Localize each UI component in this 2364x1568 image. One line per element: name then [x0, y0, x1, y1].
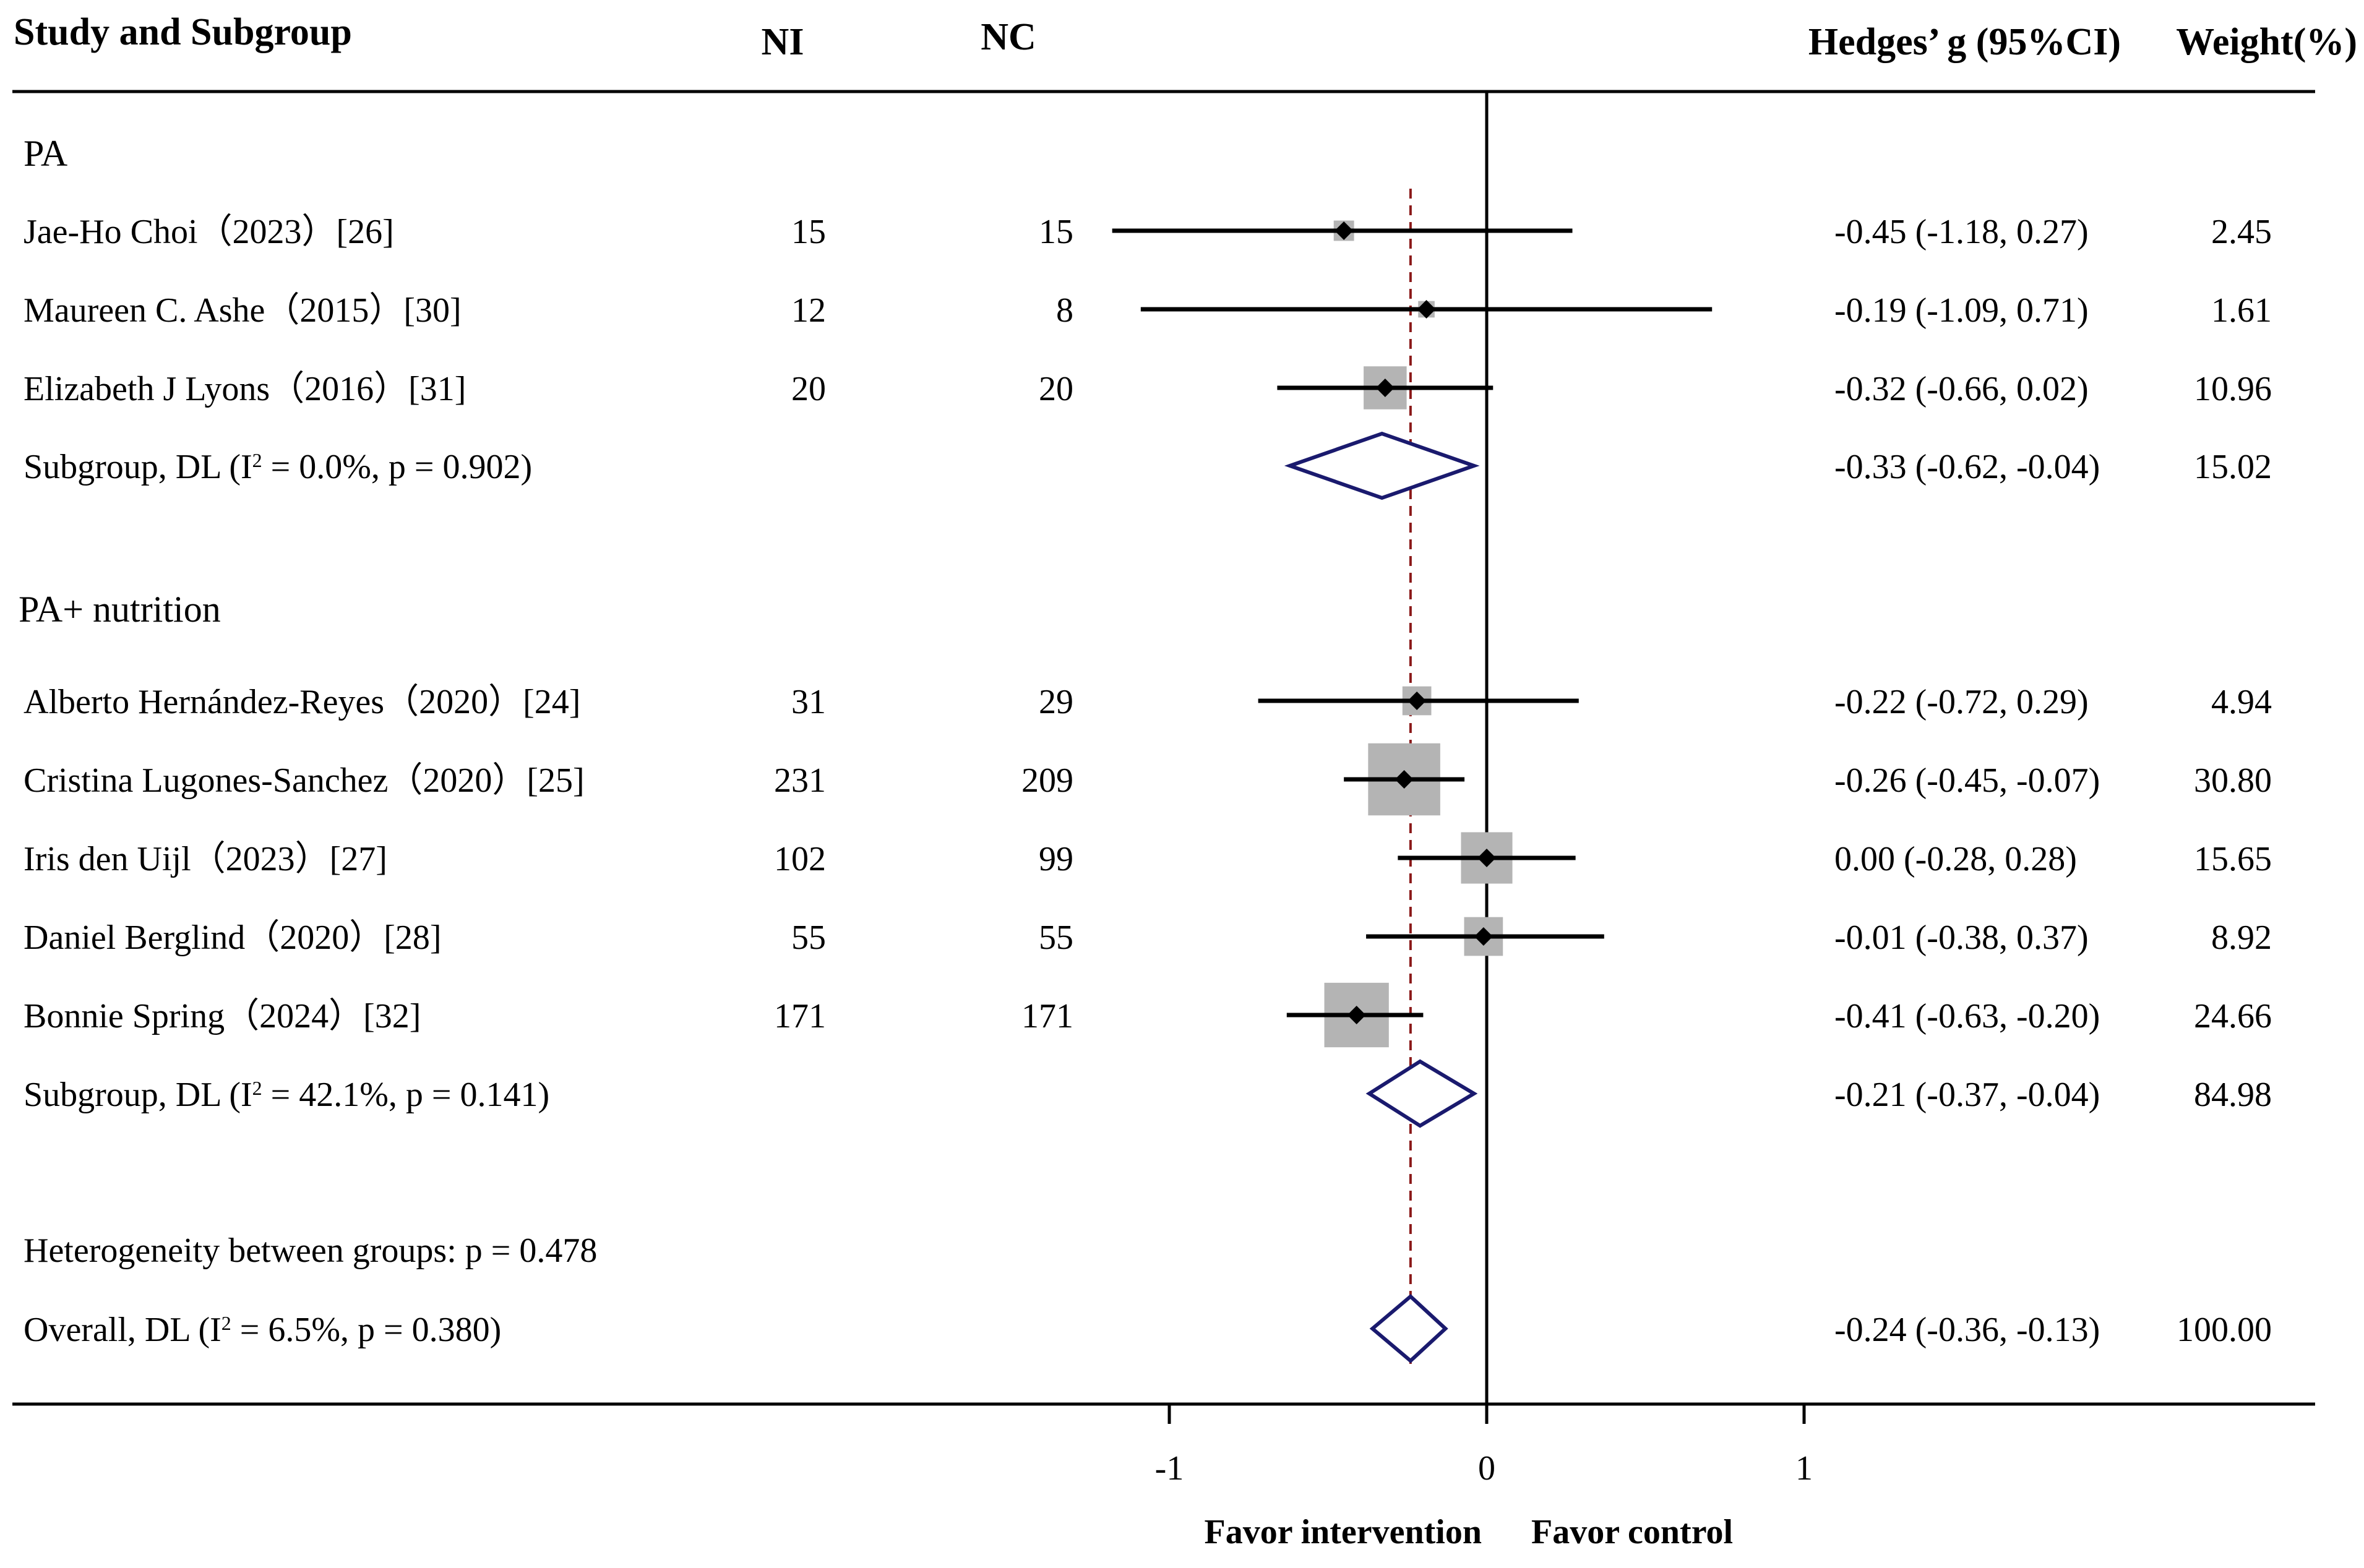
nc-value: 99 — [1039, 840, 1073, 878]
header-ni: NI — [762, 21, 804, 63]
weight-text: 4.94 — [2211, 683, 2272, 721]
header-study: Study and Subgroup — [14, 11, 352, 53]
header-weight: Weight(%) — [2176, 21, 2357, 63]
nc-value: 55 — [1039, 919, 1073, 957]
summary-diamond-group-1 — [1365, 1059, 1478, 1128]
summary-label-text: Overall, DL (I — [24, 1311, 221, 1349]
summary-weight-text-group-0: 15.02 — [2194, 448, 2272, 486]
study-name: Iris den Uijl（2023）[27] — [24, 840, 387, 878]
study-marker-0-1 — [1140, 300, 1713, 319]
x-axis: -1 0 1 — [1155, 1404, 1813, 1488]
study-marker-1-1 — [1344, 743, 1465, 816]
ni-value: 231 — [774, 761, 826, 800]
summary-label-group-0: Subgroup, DL (I2 = 0.0%, p = 0.902) — [24, 448, 532, 486]
summary-ci-text-group-1: -0.21 (-0.37, -0.04) — [1834, 1076, 2100, 1114]
effect-ci-text: -0.32 (-0.66, 0.02) — [1834, 370, 2089, 408]
point-estimate-diamond — [1375, 379, 1395, 397]
x-tick-label: -1 — [1155, 1449, 1184, 1488]
study-name: Daniel Berglind（2020）[28] — [24, 919, 442, 957]
effect-ci-text: -0.01 (-0.38, 0.37) — [1834, 919, 2089, 957]
summary-label-stats: = 42.1%, p = 0.141) — [262, 1076, 549, 1114]
summary-ci-text-overall: -0.24 (-0.36, -0.13) — [1834, 1311, 2100, 1349]
study-name: Elizabeth J Lyons（2016）[31] — [24, 370, 466, 408]
effect-ci-text: 0.00 (-0.28, 0.28) — [1834, 840, 2077, 878]
heterogeneity-text: Heterogeneity between groups: p = 0.478 — [24, 1232, 597, 1270]
header-nc: NC — [981, 16, 1036, 58]
nc-value: 29 — [1039, 683, 1073, 721]
point-estimate-diamond — [1395, 770, 1414, 789]
weight-text: 30.80 — [2194, 761, 2272, 800]
study-name: Alberto Hernández-Reyes（2020）[24] — [24, 683, 580, 721]
i-squared-superscript: 2 — [252, 1077, 262, 1099]
study-name: Maureen C. Ashe（2015）[30] — [24, 291, 462, 330]
point-estimate-diamond — [1335, 221, 1354, 240]
effect-ci-text: -0.22 (-0.72, 0.29) — [1834, 683, 2089, 721]
i-squared-superscript: 2 — [221, 1312, 231, 1334]
subgroup-label-pa: PA — [24, 133, 67, 174]
study-name: Cristina Lugones-Sanchez（2020）[25] — [24, 761, 585, 800]
subgroup-label-pa-nutrition: PA+ nutrition — [19, 589, 221, 630]
weight-text: 10.96 — [2194, 370, 2272, 408]
study-marker-1-3 — [1366, 917, 1604, 956]
study-marker-1-0 — [1258, 686, 1579, 716]
study-name: Bonnie Spring（2024）[32] — [24, 997, 421, 1035]
effect-ci-text: -0.26 (-0.45, -0.07) — [1834, 761, 2100, 800]
point-estimate-diamond — [1477, 849, 1496, 867]
summary-label-stats: = 6.5%, p = 0.380) — [231, 1311, 501, 1349]
point-estimate-diamond — [1347, 1006, 1366, 1024]
summary-diamond-overall — [1369, 1294, 1448, 1363]
nc-value: 15 — [1039, 213, 1073, 251]
x-tick-label: 1 — [1795, 1449, 1813, 1488]
row-text: Jae-Ho Choi（2023）[26] 15 15 -0.45 (-1.18, 0… — [24, 213, 2272, 1349]
summary-label-overall: Overall, DL (I2 = 6.5%, p = 0.380) — [24, 1311, 501, 1349]
point-estimate-diamond — [1417, 300, 1436, 319]
ni-value: 31 — [791, 683, 826, 721]
x-tick-label: 0 — [1478, 1449, 1495, 1488]
weight-text: 24.66 — [2194, 997, 2272, 1035]
summary-label-text: Subgroup, DL (I — [24, 448, 252, 486]
header-effect: Hedges’ g (95%CI) — [1808, 21, 2121, 63]
summary-label-text: Subgroup, DL (I — [24, 1076, 252, 1114]
summary-label-group-1: Subgroup, DL (I2 = 42.1%, p = 0.141) — [24, 1076, 549, 1114]
ni-value: 12 — [791, 291, 826, 330]
point-estimate-diamond — [1408, 692, 1427, 710]
weight-text: 2.45 — [2211, 213, 2272, 251]
effect-ci-text: -0.41 (-0.63, -0.20) — [1834, 997, 2100, 1035]
weight-text: 15.65 — [2194, 840, 2272, 878]
study-marker-0-0 — [1112, 220, 1573, 241]
summary-label-stats: = 0.0%, p = 0.902) — [262, 448, 532, 486]
i-squared-superscript: 2 — [252, 449, 262, 471]
weight-text: 8.92 — [2211, 919, 2272, 957]
nc-value: 8 — [1056, 291, 1073, 330]
ni-value: 15 — [791, 213, 826, 251]
favor-intervention-label: Favor intervention — [1205, 1513, 1482, 1551]
point-estimate-diamond — [1474, 927, 1493, 946]
plot-marks — [1112, 220, 1713, 1363]
study-marker-0-2 — [1277, 366, 1494, 409]
summary-diamond-group-0 — [1284, 431, 1480, 500]
nc-value: 20 — [1039, 370, 1073, 408]
study-marker-1-2 — [1398, 832, 1576, 884]
ni-value: 171 — [774, 997, 826, 1035]
summary-weight-text-overall: 100.00 — [2177, 1311, 2272, 1349]
summary-weight-text-group-1: 84.98 — [2194, 1076, 2272, 1114]
effect-ci-text: -0.45 (-1.18, 0.27) — [1834, 213, 2089, 251]
study-marker-1-4 — [1286, 982, 1424, 1048]
weight-text: 1.61 — [2211, 291, 2272, 330]
study-name: Jae-Ho Choi（2023）[26] — [24, 213, 394, 251]
summary-ci-text-group-0: -0.33 (-0.62, -0.04) — [1834, 448, 2100, 486]
ni-value: 102 — [774, 840, 826, 878]
ni-value: 55 — [791, 919, 826, 957]
favor-control-label: Favor control — [1531, 1513, 1733, 1551]
effect-ci-text: -0.19 (-1.09, 0.71) — [1834, 291, 2089, 330]
nc-value: 171 — [1021, 997, 1073, 1035]
nc-value: 209 — [1021, 761, 1073, 800]
ni-value: 20 — [791, 370, 826, 408]
